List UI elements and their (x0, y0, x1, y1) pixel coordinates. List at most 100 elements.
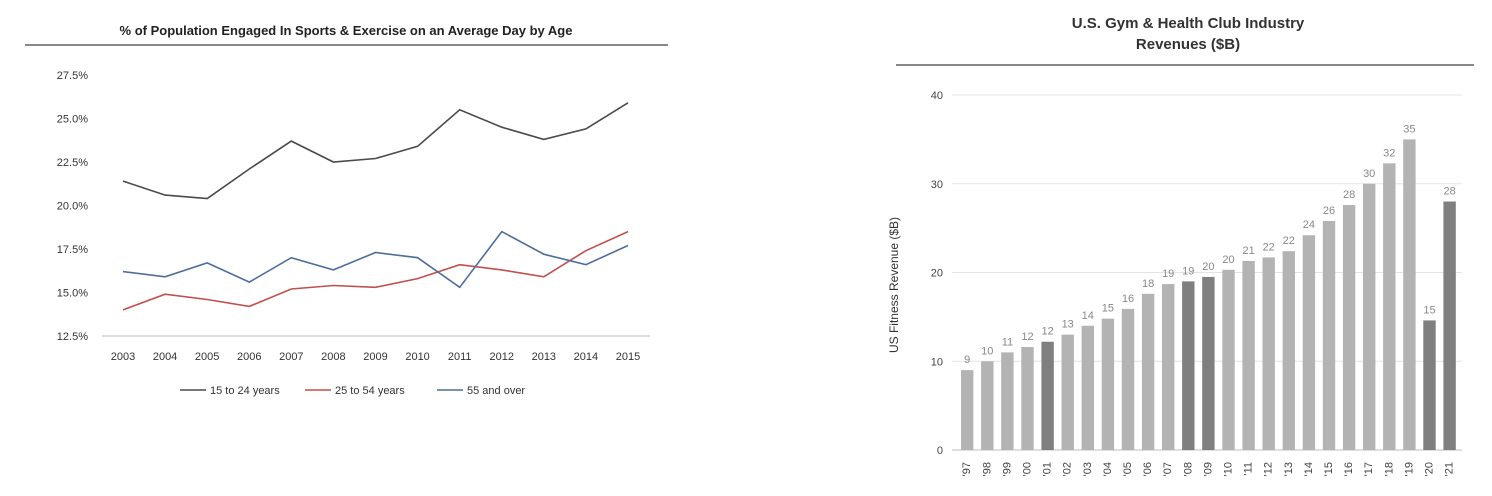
y-tick-label: 22.5% (57, 157, 88, 169)
y-tick-label: 30 (931, 179, 943, 191)
y-tick-label: 20 (931, 268, 943, 280)
data-label: 26 (1323, 205, 1335, 217)
x-tick-label: '09 (1202, 462, 1214, 476)
legend-label: 25 to 54 years (335, 385, 405, 397)
x-tick-label: '01 (1042, 462, 1054, 476)
legend-label: 15 to 24 years (210, 385, 280, 397)
y-tick-label: 15.0% (57, 288, 88, 300)
bar (1001, 352, 1014, 450)
data-label: 10 (981, 345, 993, 357)
x-tick-label: '03 (1082, 462, 1094, 476)
bar (1101, 318, 1115, 450)
y-tick-label: 10 (931, 356, 943, 368)
x-tick-label: 2003 (111, 351, 135, 363)
x-tick-label: '18 (1383, 462, 1395, 476)
x-tick-label: '06 (1142, 462, 1154, 476)
x-tick-label: 2011 (448, 351, 472, 363)
x-tick-label: 2006 (237, 351, 261, 363)
data-label: 11 (1002, 336, 1013, 348)
x-tick-label: 2010 (405, 351, 429, 363)
data-label: 32 (1383, 147, 1395, 159)
x-tick-label: '99 (1001, 462, 1013, 476)
data-label: 18 (1142, 278, 1154, 290)
bar (1081, 325, 1094, 450)
data-label: 20 (1222, 254, 1234, 266)
bar (1202, 276, 1215, 450)
data-label: 15 (1423, 304, 1435, 316)
chart-title-line-2: Revenues ($B) (1136, 36, 1240, 53)
x-tick-label: '12 (1263, 462, 1275, 476)
data-label: 24 (1303, 219, 1315, 231)
data-label: 19 (1162, 268, 1174, 280)
bar (1121, 308, 1135, 450)
x-tick-label: 2012 (490, 351, 514, 363)
data-label: 12 (1021, 331, 1033, 343)
y-tick-label: 25.0% (57, 114, 88, 126)
x-tick-label: '11 (1243, 462, 1255, 476)
x-tick-label: '13 (1283, 462, 1295, 476)
x-tick-label: 2004 (153, 351, 177, 363)
bar (1423, 320, 1436, 450)
x-tick-label: 2015 (616, 351, 640, 363)
x-tick-label: '04 (1102, 462, 1114, 476)
data-label: 9 (964, 354, 970, 366)
bar-chart: U.S. Gym & Health Club Industry Revenues… (887, 15, 1474, 476)
x-tick-label: 2005 (195, 351, 219, 363)
data-label: 30 (1363, 168, 1375, 180)
data-label: 28 (1443, 186, 1455, 198)
x-tick-label: 2008 (321, 351, 345, 363)
bar (1061, 334, 1074, 450)
bar (1041, 341, 1054, 450)
legend-label: 55 and over (467, 385, 525, 397)
data-label: 22 (1283, 235, 1295, 247)
bar (1363, 183, 1376, 450)
data-label: 35 (1403, 123, 1415, 135)
series-line (122, 102, 629, 200)
data-label: 20 (1202, 261, 1214, 273)
bar (1403, 139, 1416, 450)
series-line (122, 230, 629, 289)
bar (1262, 257, 1275, 450)
data-label: 14 (1082, 310, 1094, 322)
bar (1021, 347, 1034, 450)
y-tick-label: 12.5% (57, 331, 88, 343)
line-chart: % of Population Engaged In Sports & Exer… (25, 23, 668, 397)
y-tick-label: 27.5% (57, 70, 88, 82)
data-label: 22 (1263, 241, 1275, 253)
bar (1322, 221, 1336, 450)
y-axis-label: US Fitness Revenue ($B) (887, 217, 901, 353)
x-tick-label: 2014 (574, 351, 598, 363)
x-tick-label: 2009 (363, 351, 387, 363)
x-tick-label: '14 (1303, 462, 1315, 476)
data-label: 12 (1041, 326, 1053, 338)
bar (1302, 235, 1316, 450)
x-tick-label: '20 (1424, 462, 1436, 476)
bar (1162, 284, 1175, 450)
data-label: 21 (1242, 245, 1254, 257)
bar (1443, 201, 1456, 450)
x-tick-label: '16 (1343, 462, 1355, 476)
x-tick-label: '97 (961, 462, 973, 476)
bar (1242, 260, 1255, 450)
x-tick-label: '15 (1323, 462, 1335, 476)
series-line (122, 230, 629, 311)
x-tick-label: 2013 (532, 351, 556, 363)
bar (1282, 251, 1295, 450)
x-tick-label: '05 (1122, 462, 1134, 476)
x-tick-label: '98 (981, 462, 993, 476)
x-tick-label: '02 (1062, 462, 1074, 476)
bar (1222, 269, 1235, 450)
bar (961, 370, 974, 450)
chart-title: % of Population Engaged In Sports & Exer… (120, 23, 573, 38)
data-label: 19 (1182, 265, 1194, 277)
y-tick-label: 17.5% (57, 244, 88, 256)
x-tick-label: '21 (1444, 462, 1456, 476)
x-tick-label: '10 (1223, 462, 1235, 476)
bar (1141, 293, 1155, 450)
bar (1182, 281, 1195, 450)
bar (1342, 205, 1356, 450)
x-tick-label: '07 (1162, 462, 1174, 476)
y-tick-label: 40 (931, 90, 943, 102)
y-tick-label: 20.0% (57, 201, 88, 213)
